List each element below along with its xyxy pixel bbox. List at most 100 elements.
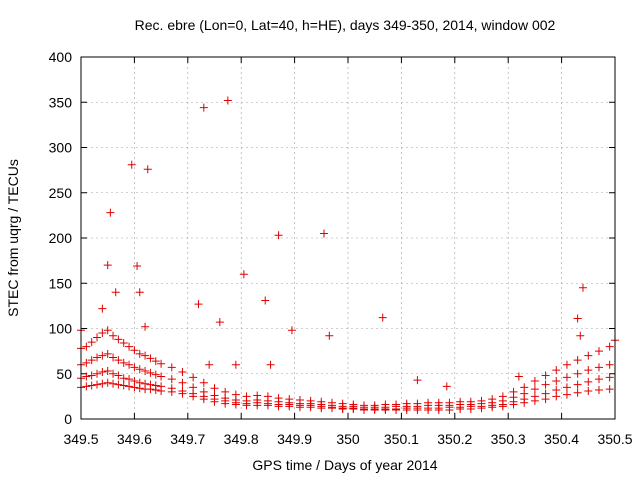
x-tick-label: 349.6: [117, 431, 152, 447]
data-point: [135, 288, 144, 297]
data-point: [573, 356, 582, 365]
data-point: [119, 338, 128, 347]
data-point: [103, 349, 112, 358]
data-point: [210, 384, 219, 393]
data-point: [111, 288, 120, 297]
data-point: [178, 367, 187, 376]
data-point: [605, 360, 614, 369]
data-point: [231, 360, 240, 369]
data-point: [541, 380, 550, 389]
data-point: [231, 390, 240, 399]
data-point: [135, 378, 144, 387]
data-point: [370, 401, 379, 410]
x-tick-label: 350.4: [544, 431, 579, 447]
axes: 349.5 349.6 349.7 349.8 349.9 350 350.1 350.2 35…: [49, 49, 633, 447]
data-point: [562, 390, 571, 399]
y-tick-label: 150: [49, 275, 73, 291]
data-point: [114, 335, 123, 344]
data-point: [199, 378, 208, 387]
data-point: [541, 371, 550, 380]
data-point: [541, 389, 550, 398]
data-point: [223, 96, 232, 105]
data-point: [103, 367, 112, 376]
data-point: [103, 261, 112, 270]
data-point: [167, 375, 176, 384]
data-point: [146, 380, 155, 389]
x-tick-label: 350: [336, 431, 360, 447]
data-point: [573, 369, 582, 378]
data-point: [93, 369, 102, 378]
data-point: [520, 383, 529, 392]
y-tick-label: 250: [49, 185, 73, 201]
data-point: [93, 333, 102, 342]
data-point: [584, 386, 593, 395]
data-point: [562, 373, 571, 382]
data-point: [109, 369, 118, 378]
data-point: [402, 399, 411, 408]
data-point: [509, 387, 518, 396]
data-point: [151, 357, 160, 366]
x-tick-label: 349.9: [277, 431, 312, 447]
data-points: [77, 96, 619, 414]
data-point: [135, 365, 144, 374]
data-point: [143, 165, 152, 174]
data-point: [82, 358, 91, 367]
x-tick-label: 350.1: [384, 431, 419, 447]
data-point: [576, 331, 585, 340]
data-point: [413, 399, 422, 408]
data-point: [392, 400, 401, 409]
data-point: [263, 392, 272, 401]
data-point: [109, 379, 118, 388]
data-point: [562, 360, 571, 369]
data-point: [552, 376, 561, 385]
data-point: [605, 385, 614, 394]
data-point: [98, 379, 107, 388]
y-tick-label: 200: [49, 230, 73, 246]
data-point: [221, 387, 230, 396]
data-point: [82, 382, 91, 391]
data-point: [103, 326, 112, 335]
data-point: [133, 262, 142, 271]
data-point: [242, 392, 251, 401]
data-point: [119, 374, 128, 383]
data-point: [530, 385, 539, 394]
data-point: [578, 283, 587, 292]
data-point: [178, 378, 187, 387]
data-point: [498, 392, 507, 401]
plot-frame: [80, 56, 616, 420]
data-point: [594, 386, 603, 395]
data-series: [77, 326, 614, 410]
data-point: [327, 398, 336, 407]
data-point: [584, 351, 593, 360]
data-point: [381, 400, 390, 409]
data-point: [562, 383, 571, 392]
data-point: [274, 231, 283, 240]
y-tick-label: 50: [56, 366, 72, 382]
x-tick-label: 349.8: [224, 431, 259, 447]
data-point: [594, 375, 603, 384]
data-point: [530, 392, 539, 401]
data-point: [146, 368, 155, 377]
data-point: [424, 398, 433, 407]
data-point: [285, 395, 294, 404]
data-point: [98, 351, 107, 360]
data-point: [445, 398, 454, 407]
data-point: [210, 391, 219, 400]
data-point: [167, 363, 176, 372]
data-point: [125, 375, 134, 384]
data-point: [594, 347, 603, 356]
data-point: [87, 338, 96, 347]
data-point: [151, 370, 160, 379]
data-point: [594, 363, 603, 372]
data-point: [199, 387, 208, 396]
data-point: [306, 396, 315, 405]
data-point: [98, 304, 107, 313]
data-point: [82, 372, 91, 381]
data-point: [157, 382, 166, 391]
data-point: [141, 351, 150, 360]
data-point: [319, 229, 328, 238]
data-point: [205, 360, 214, 369]
data-point: [151, 381, 160, 390]
data-point: [261, 296, 270, 305]
y-tick-label: 100: [49, 321, 73, 337]
